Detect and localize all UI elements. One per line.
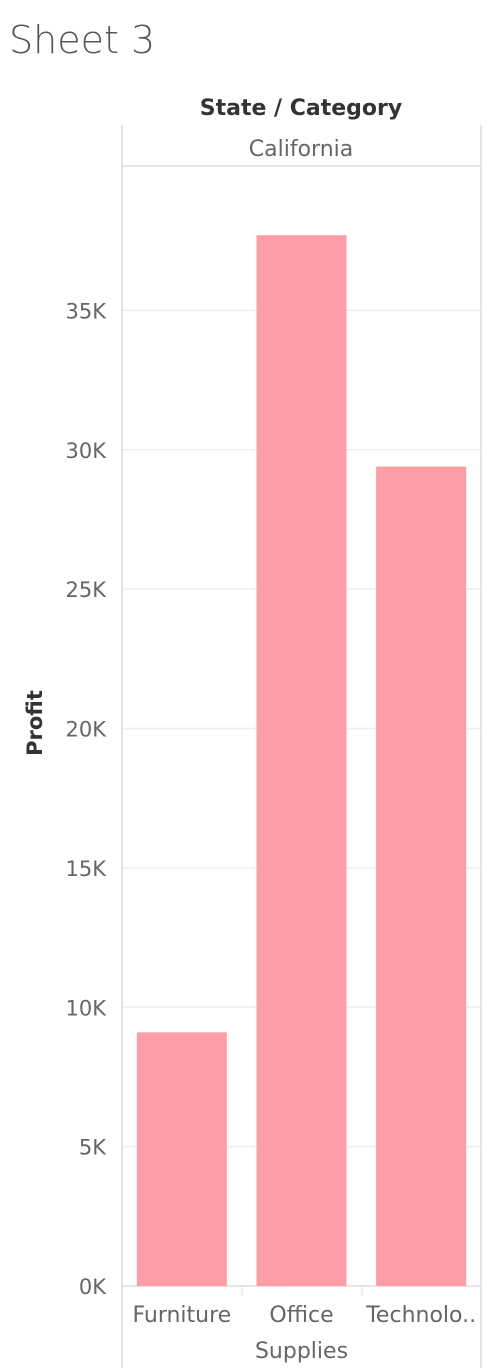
panel-label: California xyxy=(249,137,353,162)
y-tick-label: 25K xyxy=(66,578,108,602)
bar-furniture[interactable] xyxy=(137,1032,227,1286)
y-tick-label: 5K xyxy=(79,1136,107,1160)
bar-technolo[interactable] xyxy=(376,467,466,1286)
x-category-label: Technolo.. xyxy=(365,1303,476,1328)
y-axis-title: Profit xyxy=(23,690,47,756)
x-category-labels: Furniture Office Supplies Technolo.. xyxy=(132,1303,476,1364)
y-tick-label: 0K xyxy=(79,1275,107,1299)
y-tick-label: 20K xyxy=(66,718,108,742)
bars xyxy=(137,235,466,1286)
y-tick-label: 35K xyxy=(66,299,108,323)
bar-office-supplies[interactable] xyxy=(257,235,347,1286)
y-tick-label: 10K xyxy=(66,996,108,1020)
x-category-label: Supplies xyxy=(255,1339,348,1364)
x-category-label: Furniture xyxy=(132,1303,231,1328)
y-tick-label: 15K xyxy=(66,857,108,881)
y-tick-labels: 0K 5K 10K 15K 20K 25K 30K 35K xyxy=(66,299,108,1299)
y-tick-label: 30K xyxy=(66,439,108,463)
column-header: State / Category xyxy=(200,96,402,121)
x-category-label: Office xyxy=(269,1303,333,1328)
